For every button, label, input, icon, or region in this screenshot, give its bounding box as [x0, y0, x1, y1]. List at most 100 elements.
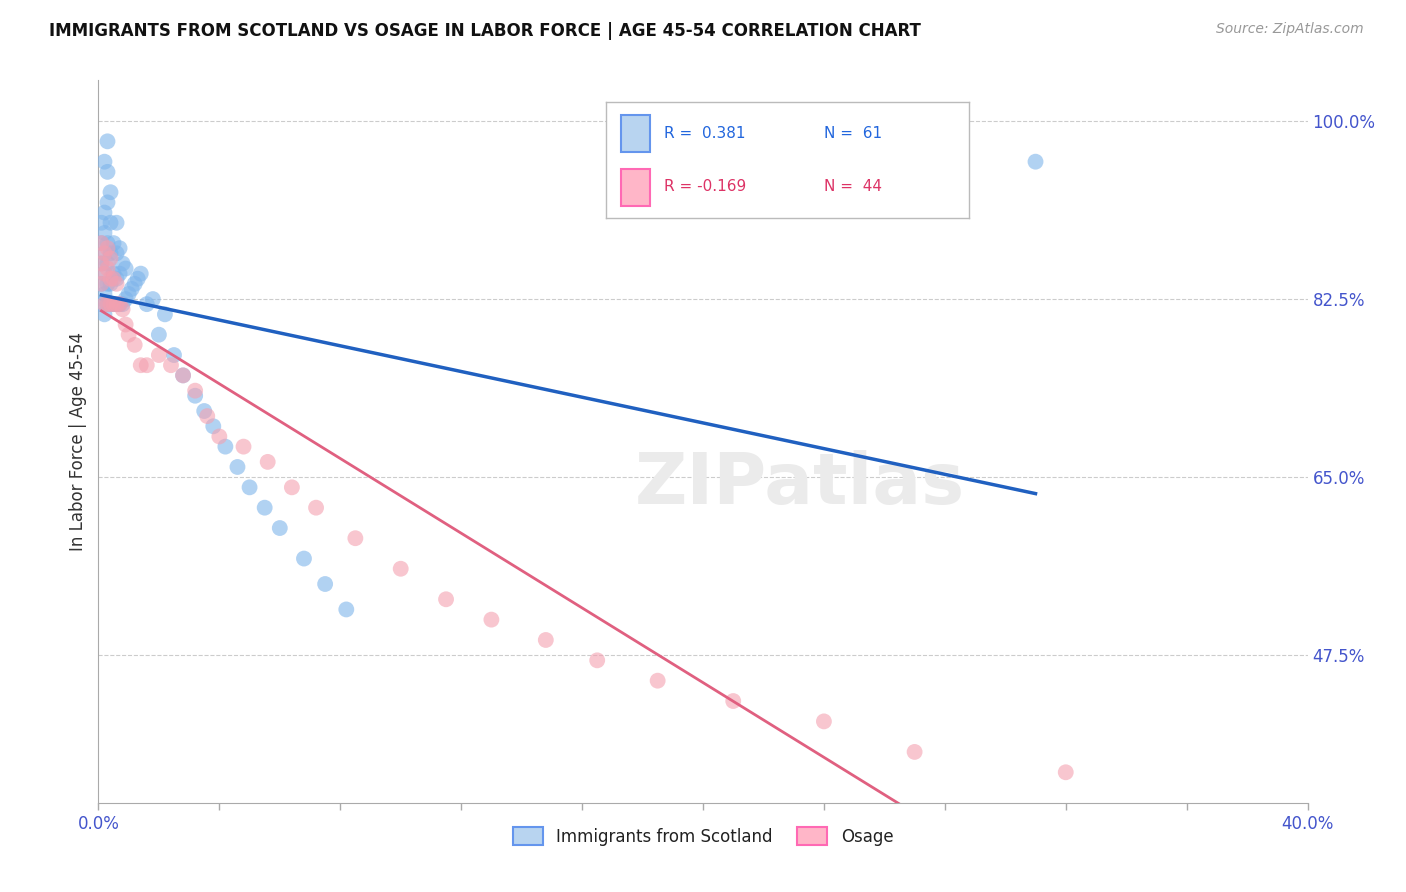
Point	[93, 154, 115, 169]
Point	[142, 292, 165, 306]
Point	[172, 368, 194, 383]
Point	[90, 297, 112, 311]
Point	[96, 261, 118, 276]
Point	[90, 277, 112, 291]
Point	[226, 460, 249, 475]
Point	[111, 297, 134, 311]
Point	[148, 327, 170, 342]
Point	[481, 613, 503, 627]
Point	[118, 327, 141, 342]
Point	[184, 389, 207, 403]
Point	[90, 236, 112, 251]
Point	[129, 267, 152, 281]
Point	[292, 551, 315, 566]
Point	[135, 358, 157, 372]
Point	[105, 297, 128, 311]
Point	[129, 358, 152, 372]
Point	[214, 440, 236, 454]
Point	[114, 318, 136, 332]
Point	[647, 673, 669, 688]
Point	[232, 440, 254, 454]
Point	[103, 297, 125, 311]
Point	[93, 307, 115, 321]
Point	[305, 500, 328, 515]
Point	[100, 185, 122, 199]
Point	[281, 480, 304, 494]
Point	[124, 338, 146, 352]
Point	[114, 292, 136, 306]
Point	[96, 297, 118, 311]
Point	[163, 348, 186, 362]
Point	[121, 282, 143, 296]
Legend: Immigrants from Scotland, Osage: Immigrants from Scotland, Osage	[506, 821, 900, 852]
Point	[184, 384, 207, 398]
Point	[389, 562, 412, 576]
Point	[93, 246, 115, 260]
Point	[256, 455, 278, 469]
Point	[723, 694, 745, 708]
Point	[100, 271, 122, 285]
Point	[93, 226, 115, 240]
Point	[108, 297, 131, 311]
Point	[253, 500, 276, 515]
Point	[90, 236, 112, 251]
Point	[193, 404, 215, 418]
Point	[208, 429, 231, 443]
Point	[105, 297, 128, 311]
Point	[1054, 765, 1077, 780]
Point	[1024, 154, 1046, 169]
Point	[90, 216, 112, 230]
Point	[118, 287, 141, 301]
Point	[127, 271, 149, 285]
Point	[90, 256, 112, 270]
Point	[105, 271, 128, 285]
Point	[108, 241, 131, 255]
Point	[93, 287, 115, 301]
Point	[93, 205, 115, 219]
Point	[160, 358, 183, 372]
Point	[105, 216, 128, 230]
Point	[586, 653, 609, 667]
Point	[124, 277, 146, 291]
Point	[96, 297, 118, 311]
Point	[202, 419, 225, 434]
Text: Source: ZipAtlas.com: Source: ZipAtlas.com	[1216, 22, 1364, 37]
Text: ZIPatlas: ZIPatlas	[634, 450, 965, 519]
Point	[314, 577, 336, 591]
Point	[93, 246, 115, 260]
Point	[534, 632, 557, 647]
Text: IMMIGRANTS FROM SCOTLAND VS OSAGE IN LABOR FORCE | AGE 45-54 CORRELATION CHART: IMMIGRANTS FROM SCOTLAND VS OSAGE IN LAB…	[49, 22, 921, 40]
Point	[105, 277, 128, 291]
Point	[100, 297, 122, 311]
Point	[96, 256, 118, 270]
Point	[96, 195, 118, 210]
Point	[93, 267, 115, 281]
Point	[434, 592, 457, 607]
Point	[108, 267, 131, 281]
Point	[111, 256, 134, 270]
Point	[813, 714, 835, 729]
Point	[100, 252, 122, 266]
Point	[96, 241, 118, 255]
Point	[100, 277, 122, 291]
Point	[103, 236, 125, 251]
Point	[195, 409, 218, 423]
Point	[904, 745, 927, 759]
Point	[96, 134, 118, 148]
Point	[90, 277, 112, 291]
Point	[239, 480, 262, 494]
Point	[103, 297, 125, 311]
Point	[96, 277, 118, 291]
Point	[96, 165, 118, 179]
Point	[172, 368, 194, 383]
Point	[114, 261, 136, 276]
Point	[105, 246, 128, 260]
Point	[100, 297, 122, 311]
Point	[335, 602, 357, 616]
Y-axis label: In Labor Force | Age 45-54: In Labor Force | Age 45-54	[69, 332, 87, 551]
Point	[103, 267, 125, 281]
Point	[90, 256, 112, 270]
Point	[100, 246, 122, 260]
Point	[108, 297, 131, 311]
Point	[100, 216, 122, 230]
